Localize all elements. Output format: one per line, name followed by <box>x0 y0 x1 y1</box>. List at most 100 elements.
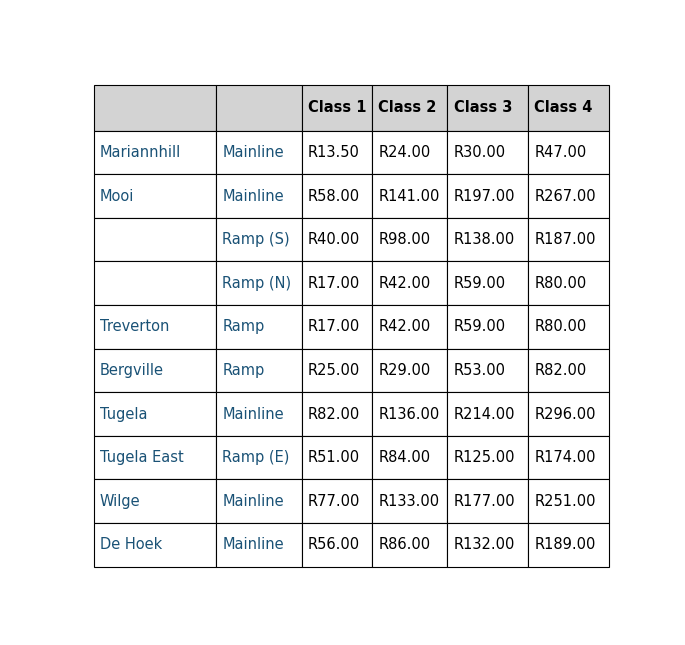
Bar <box>372 436 447 479</box>
Bar <box>301 131 372 174</box>
Bar <box>528 261 608 305</box>
Bar <box>216 174 301 218</box>
Text: R82.00: R82.00 <box>534 363 586 378</box>
Bar <box>216 261 301 305</box>
Text: Mainline: Mainline <box>222 537 284 552</box>
Bar <box>301 261 372 305</box>
Bar <box>447 436 528 479</box>
Text: R82.00: R82.00 <box>308 406 360 421</box>
Bar <box>528 348 608 392</box>
Bar <box>447 479 528 523</box>
Bar <box>94 348 216 392</box>
Text: R141.00: R141.00 <box>378 188 440 204</box>
Text: Ramp: Ramp <box>222 363 264 378</box>
Text: De Hoek: De Hoek <box>100 537 162 552</box>
Bar <box>301 174 372 218</box>
Text: R59.00: R59.00 <box>453 275 506 291</box>
Bar <box>216 479 301 523</box>
Bar <box>447 305 528 348</box>
Text: Class 3: Class 3 <box>453 100 512 115</box>
Text: Tugela: Tugela <box>100 406 147 421</box>
Text: Mainline: Mainline <box>222 493 284 509</box>
Bar <box>447 261 528 305</box>
Text: R40.00: R40.00 <box>308 232 360 247</box>
Bar <box>447 348 528 392</box>
Bar <box>447 174 528 218</box>
Text: R177.00: R177.00 <box>453 493 515 509</box>
Bar <box>528 305 608 348</box>
Text: R189.00: R189.00 <box>534 537 596 552</box>
Text: R132.00: R132.00 <box>453 537 515 552</box>
Bar <box>372 261 447 305</box>
Text: R296.00: R296.00 <box>534 406 596 421</box>
Text: R138.00: R138.00 <box>453 232 515 247</box>
Bar <box>447 131 528 174</box>
Text: R80.00: R80.00 <box>534 275 586 291</box>
Bar <box>94 436 216 479</box>
Bar <box>216 218 301 261</box>
Bar <box>528 174 608 218</box>
Text: R267.00: R267.00 <box>534 188 596 204</box>
Bar <box>372 523 447 566</box>
Text: Class 4: Class 4 <box>534 100 593 115</box>
Bar <box>94 305 216 348</box>
Bar <box>94 479 216 523</box>
Bar <box>301 218 372 261</box>
Text: R17.00: R17.00 <box>308 319 360 334</box>
Text: R47.00: R47.00 <box>534 145 586 160</box>
Text: R187.00: R187.00 <box>534 232 596 247</box>
Text: Mariannhill: Mariannhill <box>100 145 182 160</box>
Text: R125.00: R125.00 <box>453 450 515 465</box>
Text: R53.00: R53.00 <box>453 363 506 378</box>
Bar <box>301 305 372 348</box>
Text: R197.00: R197.00 <box>453 188 515 204</box>
Bar <box>528 479 608 523</box>
Bar <box>528 523 608 566</box>
Bar <box>372 131 447 174</box>
Text: R51.00: R51.00 <box>308 450 360 465</box>
Bar <box>216 523 301 566</box>
Bar <box>301 348 372 392</box>
Text: Ramp: Ramp <box>222 319 264 334</box>
Text: Mainline: Mainline <box>222 188 284 204</box>
Text: R58.00: R58.00 <box>308 188 360 204</box>
Text: R214.00: R214.00 <box>453 406 515 421</box>
Bar <box>94 174 216 218</box>
Bar <box>94 218 216 261</box>
Text: R77.00: R77.00 <box>308 493 360 509</box>
Text: Bergville: Bergville <box>100 363 164 378</box>
Bar <box>528 85 608 131</box>
Text: Ramp (E): Ramp (E) <box>222 450 290 465</box>
Bar <box>447 392 528 436</box>
Bar <box>216 85 301 131</box>
Text: R84.00: R84.00 <box>378 450 430 465</box>
Text: Class 1: Class 1 <box>308 100 366 115</box>
Bar <box>301 479 372 523</box>
Bar <box>372 348 447 392</box>
Bar <box>528 131 608 174</box>
Text: R98.00: R98.00 <box>378 232 430 247</box>
Bar <box>372 174 447 218</box>
Text: R17.00: R17.00 <box>308 275 360 291</box>
Text: Wilge: Wilge <box>100 493 140 509</box>
Text: Class 2: Class 2 <box>378 100 436 115</box>
Text: R251.00: R251.00 <box>534 493 596 509</box>
Bar <box>447 85 528 131</box>
Bar <box>372 392 447 436</box>
Bar <box>372 85 447 131</box>
Text: R86.00: R86.00 <box>378 537 430 552</box>
Text: R42.00: R42.00 <box>378 319 430 334</box>
Bar <box>447 218 528 261</box>
Bar <box>301 436 372 479</box>
Bar <box>216 436 301 479</box>
Text: Mooi: Mooi <box>100 188 134 204</box>
Text: R42.00: R42.00 <box>378 275 430 291</box>
Text: R25.00: R25.00 <box>308 363 360 378</box>
Text: R59.00: R59.00 <box>453 319 506 334</box>
Bar <box>216 348 301 392</box>
Bar <box>528 218 608 261</box>
Text: R133.00: R133.00 <box>378 493 439 509</box>
Text: Ramp (N): Ramp (N) <box>222 275 291 291</box>
Bar <box>94 392 216 436</box>
Bar <box>94 131 216 174</box>
